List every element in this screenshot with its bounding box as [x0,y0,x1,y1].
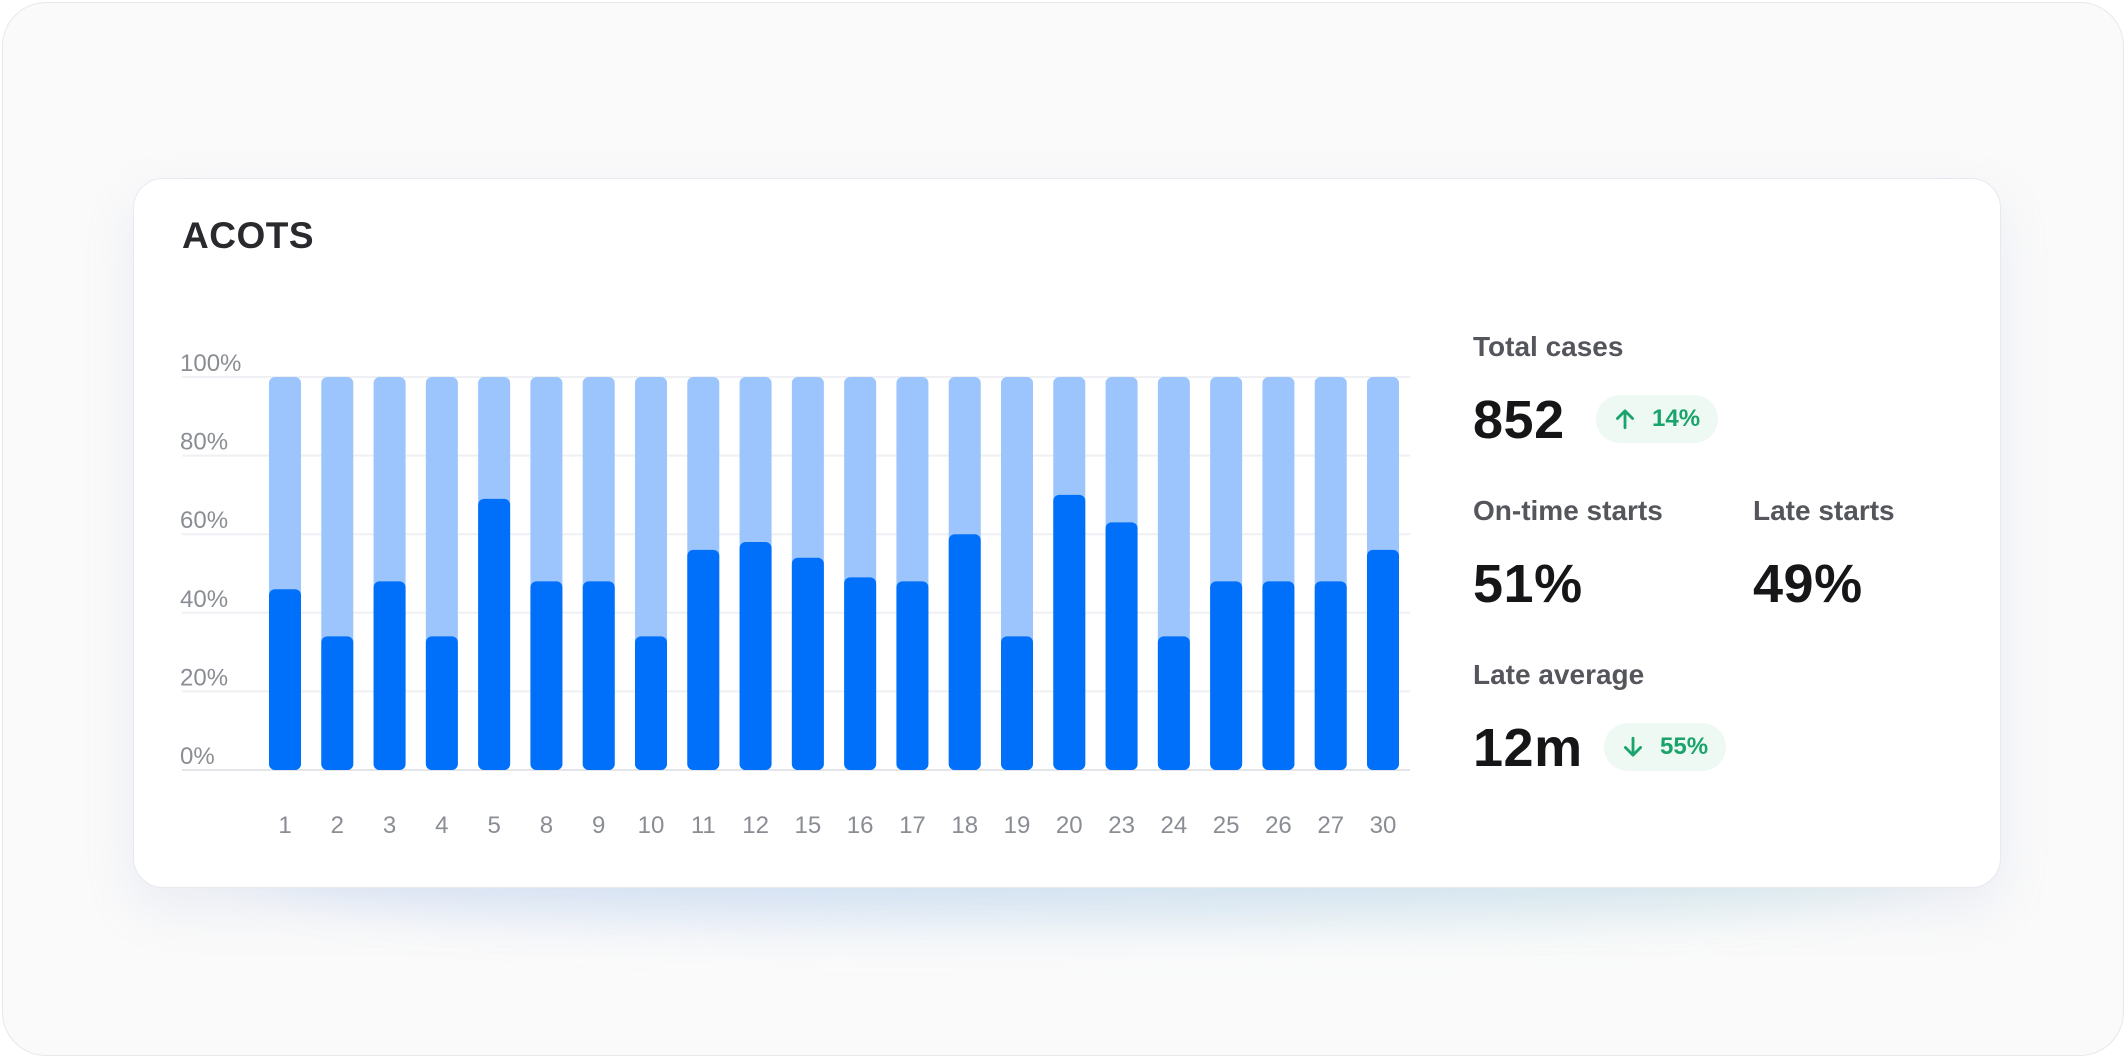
bar-on-time-segment [373,581,406,770]
x-tick-label: 27 [1317,812,1344,839]
x-tick-label: 4 [435,812,448,839]
y-tick-label: 0% [180,743,215,770]
bar-on-time-segment [1157,636,1190,770]
total-cases-delta-value: 14% [1652,405,1701,432]
bar-on-time-segment [269,589,301,770]
bar-on-time-segment [1262,581,1295,770]
x-tick-label: 17 [899,812,926,839]
y-tick-label: 80% [180,429,228,456]
x-tick-label: 2 [331,812,344,839]
acots-card: ACOTS 0% 20% 40% 60% 80% 100% 1 2 3 4 5 8 9 10 11 12 15… [133,178,2001,888]
y-tick-label: 100% [180,350,241,377]
up-arrow-icon [1616,409,1634,430]
x-tick-label: 30 [1370,812,1397,839]
late-starts-label: Late starts [1753,495,1895,526]
x-axis-ticks: 1 2 3 4 5 8 9 10 11 12 15 16 17 18 19 20 23 24 25 26 27 30 [278,812,1396,839]
bar-on-time-segment [1053,494,1086,770]
late-average-delta-badge: 55% [1604,723,1727,771]
x-tick-label: 18 [951,812,978,839]
bar-on-time-segment [687,549,720,770]
acots-bar-chart: 0%20%40%60%80%100% 1 2 3 4 5 8 9 10 11 12 15 16 17 18… [180,350,1410,839]
on-time-starts-value: 51% [1473,554,1583,614]
y-tick-label: 60% [180,507,228,534]
x-tick-label: 24 [1161,812,1188,839]
bar-on-time-segment [1210,581,1243,770]
bar-on-time-segment [896,581,929,770]
bar-on-time-segment [948,534,981,770]
late-average-value: 12m [1473,718,1583,778]
x-tick-label: 26 [1265,812,1292,839]
bar-on-time-segment [321,636,354,770]
bar-on-time-segment [739,542,772,770]
x-tick-label: 5 [487,812,500,839]
x-tick-label: 3 [383,812,396,839]
x-tick-label: 19 [1004,812,1031,839]
bar-on-time-segment [530,581,563,770]
x-tick-label: 8 [540,812,553,839]
y-tick-label: 20% [180,664,228,691]
down-arrow-icon [1624,736,1642,757]
total-cases-label: Total cases [1473,331,1624,362]
x-tick-label: 9 [592,812,605,839]
x-tick-label: 20 [1056,812,1083,839]
x-tick-label: 1 [278,812,291,839]
y-tick-label: 40% [180,586,228,613]
late-average-label: Late average [1473,659,1645,690]
total-cases-delta-badge: 14% [1596,395,1719,443]
bar-on-time-segment [582,581,615,770]
y-axis-ticks: 0% 20% 40% 60% 80% 100% [180,350,241,770]
x-tick-label: 16 [847,812,874,839]
bar-on-time-segment [635,636,667,770]
x-tick-label: 12 [742,812,769,839]
total-cases-value: 852 [1473,390,1565,450]
bar-on-time-segment [1001,636,1033,770]
bar-on-time-segment [1314,581,1347,770]
x-tick-label: 10 [638,812,665,839]
bar-on-time-segment [1367,549,1399,770]
late-average-delta-value: 55% [1660,733,1709,760]
bar-on-time-segment [1105,522,1138,770]
chart-bars [269,377,1399,770]
card-title: ACOTS [182,215,314,256]
on-time-starts-label: On-time starts [1473,495,1663,526]
bar-on-time-segment [478,498,511,770]
late-starts-value: 49% [1753,554,1863,614]
x-tick-label: 25 [1213,812,1240,839]
bar-on-time-segment [425,636,458,770]
bar-on-time-segment [791,557,824,770]
x-tick-label: 23 [1108,812,1135,839]
bar-on-time-segment [844,577,877,770]
x-tick-label: 15 [795,812,822,839]
x-tick-label: 11 [691,812,716,839]
